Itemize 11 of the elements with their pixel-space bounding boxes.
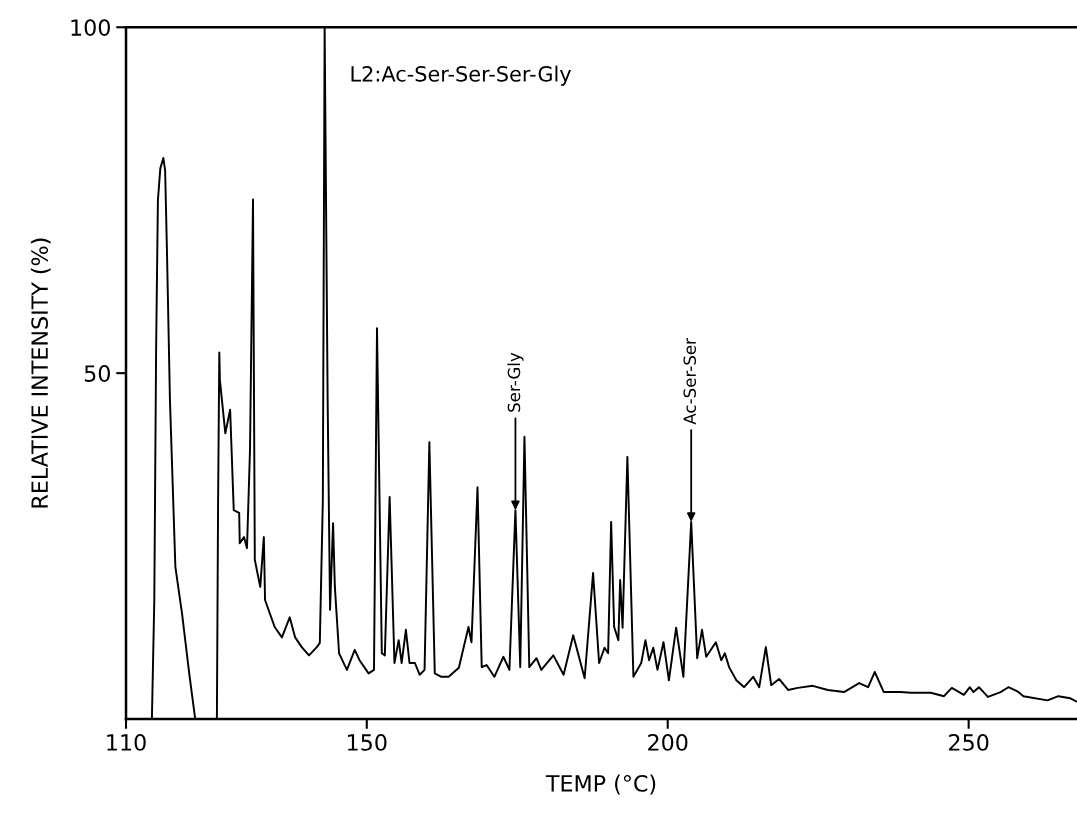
x-tick-label: 110 xyxy=(107,734,146,751)
annotation: Ser-Gly xyxy=(507,352,524,412)
x-tick-label: 150 xyxy=(348,734,387,751)
y-tick-label: 50 xyxy=(84,365,110,382)
y-tick-label: 100 xyxy=(71,19,110,37)
x-tick-label: 200 xyxy=(648,734,688,751)
annotation: L2:Ac-Ser-Ser-Ser-Gly xyxy=(351,65,572,86)
annotation: Ac-Ser-Ser xyxy=(683,338,697,425)
x-axis-title: TEMP (°C) xyxy=(545,774,656,795)
x-tick-label: 250 xyxy=(949,734,989,751)
y-axis-title: RELATIVE INTENSITY (%) xyxy=(30,238,51,508)
